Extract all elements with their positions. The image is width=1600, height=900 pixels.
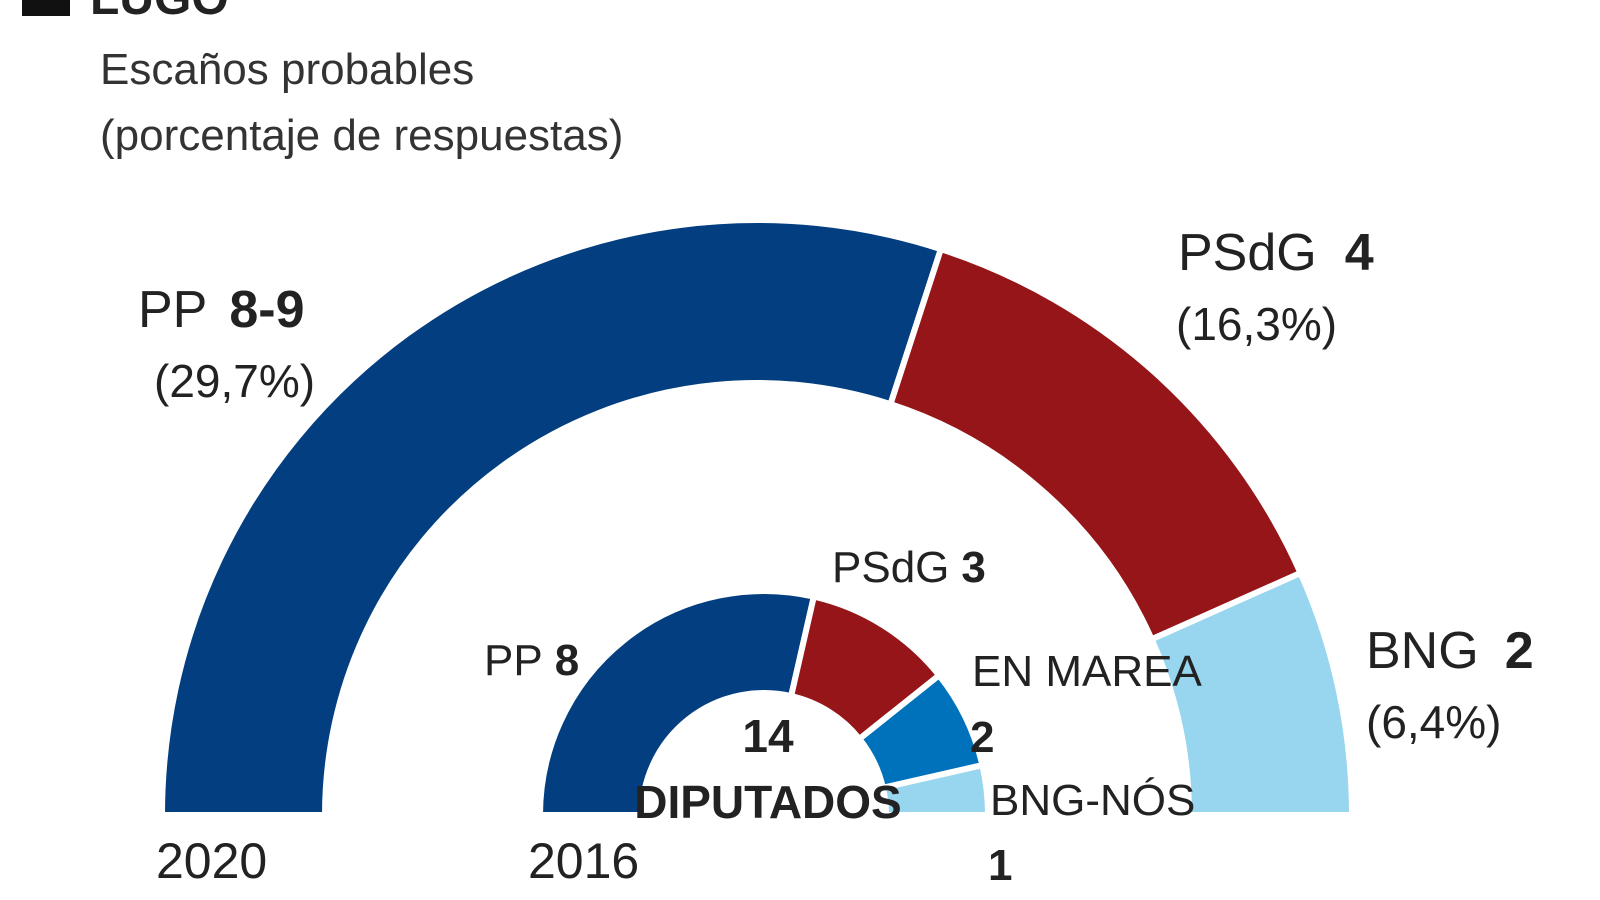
chart-2016 xyxy=(536,588,992,818)
subtitle-line-1: Escaños probables xyxy=(100,45,474,94)
label-2016-pp: PP 8 xyxy=(484,636,579,685)
pct-2020-psdg: (16,3%) xyxy=(1176,298,1337,350)
party-name-2016-pp: PP xyxy=(484,636,543,685)
seats-2020-bng: 2 xyxy=(1505,622,1534,680)
seats-2016-pp: 8 xyxy=(555,636,579,685)
center-number-2016: 14 xyxy=(742,710,794,762)
slice-2020-arc-bng xyxy=(1147,569,1356,818)
party-name-2016-enmarea: EN MAREA xyxy=(972,647,1202,696)
seats-2016-enmarea: 2 xyxy=(970,713,994,762)
seats-2020-psdg: 4 xyxy=(1345,224,1374,282)
year-label-2020: 2020 xyxy=(156,833,267,889)
header-square-icon xyxy=(22,0,70,16)
region-title: LUGO xyxy=(90,0,229,25)
chart-2020 xyxy=(158,217,1356,818)
pct-2020-pp: (29,7%) xyxy=(154,355,315,407)
party-name-2020-bng: BNG xyxy=(1366,622,1479,680)
label-2020-pp: PP 8-9 xyxy=(138,281,305,339)
slice-2016-arc-bng-n-s xyxy=(879,761,992,818)
party-name-2016-bng: BNG-NÓS xyxy=(990,776,1195,825)
label-2020-bng: BNG 2 xyxy=(1366,622,1534,680)
pct-2020-bng: (6,4%) xyxy=(1366,696,1501,748)
party-name-2020-psdg: PSdG xyxy=(1178,224,1317,282)
slice-2020-arc-pp xyxy=(158,217,945,818)
party-name-2016-psdg: PSdG xyxy=(832,543,949,592)
label-2016-psdg: PSdG 3 xyxy=(832,543,986,592)
seats-2016-bng: 1 xyxy=(988,841,1012,890)
seats-2020-pp: 8-9 xyxy=(229,281,304,339)
label-2020-psdg: PSdG 4 xyxy=(1178,224,1374,282)
center-label-2016: DIPUTADOS xyxy=(634,776,902,828)
year-label-2016: 2016 xyxy=(528,833,639,889)
slice-2016-arc-pp xyxy=(536,588,818,818)
party-name-2020-pp: PP xyxy=(138,281,207,339)
subtitle-line-2: (porcentaje de respuestas) xyxy=(100,111,623,160)
seats-2016-psdg: 3 xyxy=(961,543,985,592)
